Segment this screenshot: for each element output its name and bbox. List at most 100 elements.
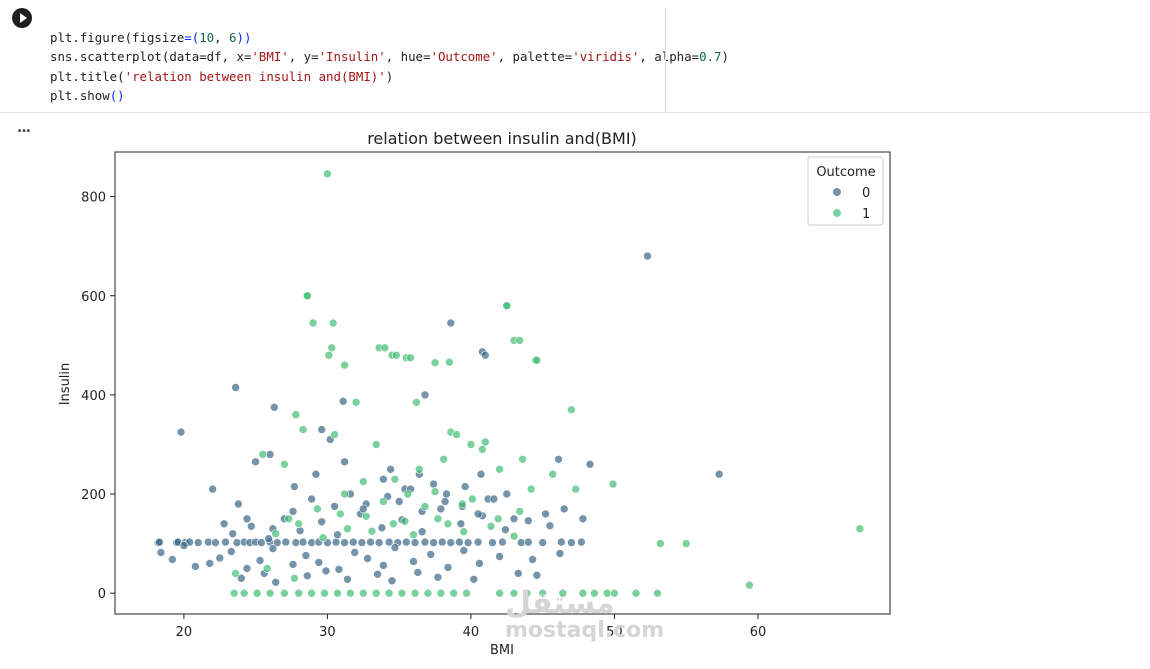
point-outcome-1 [231, 569, 240, 578]
point-outcome-0 [301, 551, 311, 560]
point-outcome-0 [227, 547, 236, 556]
point-outcome-1 [294, 588, 304, 598]
point-outcome-1 [590, 588, 599, 598]
point-outcome-0 [409, 557, 418, 566]
point-outcome-0 [437, 537, 447, 547]
code-cell[interactable]: plt.figure(figsize=(10, 6)) sns.scatterp… [0, 0, 1150, 113]
point-outcome-0 [469, 574, 479, 584]
point-outcome-0 [204, 537, 213, 547]
point-outcome-1 [265, 588, 275, 598]
point-outcome-1 [298, 425, 308, 434]
point-outcome-0 [386, 464, 395, 474]
code-line-2: sns.scatterplot(data=df, x='BMI', y='Ins… [50, 49, 729, 65]
x-tick-label: 50 [606, 625, 623, 640]
point-outcome-0 [714, 469, 724, 479]
point-outcome-0 [215, 553, 225, 563]
point-outcome-0 [538, 538, 548, 547]
point-outcome-1 [433, 514, 443, 524]
point-outcome-1 [318, 533, 328, 543]
point-outcome-0 [578, 514, 588, 524]
output-menu-button[interactable]: ... [17, 120, 31, 136]
point-outcome-0 [429, 538, 438, 547]
point-outcome-0 [513, 569, 523, 578]
point-outcome-0 [555, 549, 565, 558]
point-outcome-0 [269, 402, 279, 412]
point-outcome-0 [348, 537, 358, 547]
legend-marker-0 [833, 188, 841, 196]
point-outcome-1 [330, 430, 339, 439]
point-outcome-1 [361, 511, 371, 521]
cell-divider [665, 8, 666, 112]
point-outcome-1 [351, 397, 361, 407]
point-outcome-0 [559, 504, 569, 514]
point-outcome-1 [610, 588, 619, 598]
point-outcome-1 [515, 507, 525, 516]
point-outcome-0 [377, 523, 387, 533]
point-outcome-0 [446, 538, 456, 547]
point-outcome-1 [449, 588, 459, 598]
code-line-3: plt.title('relation between insulin and(… [50, 68, 394, 84]
watermark: مستقل mostaql.com [505, 589, 665, 644]
point-outcome-1 [532, 355, 542, 365]
point-outcome-0 [314, 558, 324, 567]
point-outcome-0 [545, 521, 555, 531]
point-outcome-0 [442, 489, 451, 499]
point-outcome-1 [320, 588, 329, 598]
point-outcome-0 [265, 450, 275, 459]
point-outcome-1 [459, 527, 469, 537]
point-outcome-0 [363, 554, 372, 563]
point-outcome-0 [501, 525, 510, 535]
point-outcome-0 [420, 390, 430, 400]
point-outcome-1 [509, 588, 519, 598]
chart-title: relation between insulin and(BMI) [367, 129, 637, 148]
point-outcome-0 [272, 538, 282, 547]
point-outcome-0 [228, 529, 237, 539]
point-outcome-0 [410, 538, 420, 547]
x-tick-label: 60 [750, 625, 767, 640]
point-outcome-0 [298, 537, 308, 547]
x-tick-label: 30 [319, 625, 336, 640]
point-outcome-0 [288, 507, 298, 516]
point-outcome-1 [262, 564, 272, 573]
point-outcome-0 [307, 538, 316, 547]
run-cell-button[interactable] [12, 8, 32, 28]
point-outcome-1 [445, 357, 454, 367]
scatter-chart: relation between insulin and(BMI) 20 30 40… [58, 129, 891, 658]
point-outcome-0 [290, 482, 299, 491]
point-outcome-0 [343, 574, 352, 584]
point-outcome-0 [379, 561, 388, 570]
y-tick-label: 400 [81, 389, 106, 404]
point-outcome-1 [284, 514, 294, 524]
point-outcome-1 [313, 504, 322, 514]
point-outcome-1 [578, 588, 588, 598]
point-outcome-1 [468, 494, 477, 504]
legend: Outcome 0 1 [807, 156, 884, 226]
watermark-latin: mostaql.com [505, 618, 665, 643]
legend-title: Outcome [816, 165, 875, 180]
point-outcome-0 [420, 537, 430, 547]
point-outcome-1 [502, 301, 512, 310]
point-outcome-0 [357, 538, 367, 547]
point-outcome-0 [373, 569, 382, 579]
point-outcome-0 [523, 516, 533, 526]
point-outcome-1 [515, 336, 525, 345]
point-outcome-0 [221, 537, 230, 547]
point-outcome-0 [480, 350, 490, 360]
point-outcome-0 [554, 454, 563, 464]
point-outcome-0 [295, 526, 305, 536]
point-outcome-1 [409, 530, 418, 540]
point-outcome-0 [234, 499, 243, 509]
code-editor[interactable]: plt.figure(figsize=(10, 6)) sns.scatterp… [50, 28, 729, 105]
point-outcome-0 [532, 570, 542, 580]
point-outcome-1 [493, 514, 503, 524]
point-outcome-1 [478, 445, 487, 454]
point-outcome-0 [251, 457, 260, 467]
point-outcome-0 [193, 538, 203, 547]
point-outcome-0 [495, 552, 504, 561]
point-outcome-1 [384, 588, 394, 598]
point-outcome-1 [410, 588, 420, 598]
point-outcome-1 [343, 524, 352, 534]
point-outcome-1 [389, 519, 398, 529]
point-outcome-1 [340, 360, 349, 370]
point-outcome-0 [387, 576, 397, 586]
